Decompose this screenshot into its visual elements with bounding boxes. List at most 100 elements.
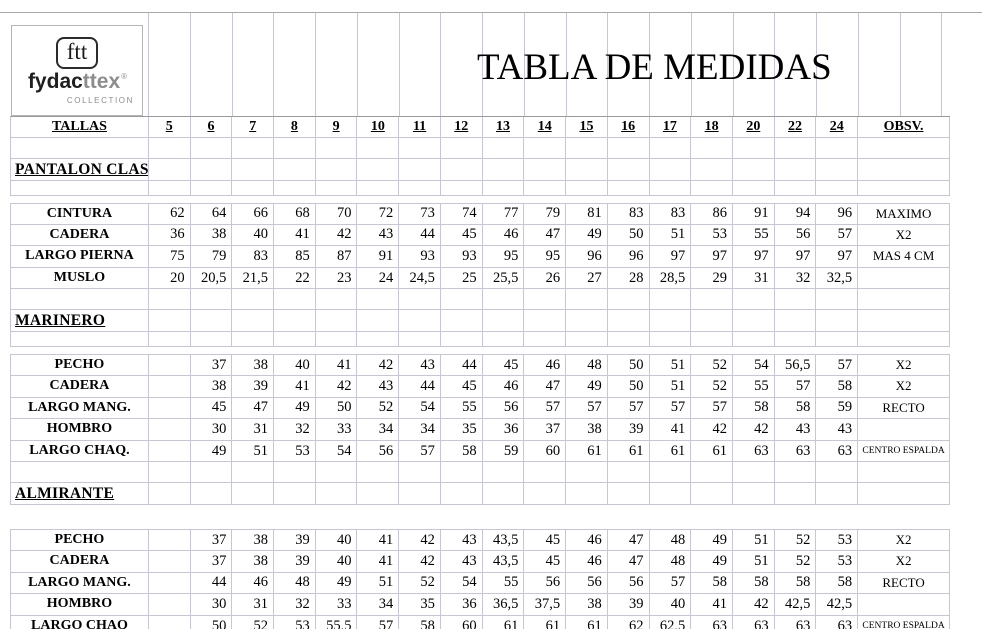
- value-cell[interactable]: 83: [232, 246, 275, 267]
- value-cell[interactable]: 97: [691, 246, 733, 267]
- empty-cell[interactable]: [399, 462, 441, 483]
- column-header-size-5[interactable]: 5: [149, 117, 191, 137]
- value-cell[interactable]: 55,5: [316, 615, 358, 629]
- value-cell[interactable]: 46: [524, 355, 567, 375]
- value-cell[interactable]: 61: [608, 440, 650, 462]
- value-cell[interactable]: 53: [274, 440, 316, 462]
- obsv-cell[interactable]: [858, 594, 951, 615]
- empty-cell[interactable]: [232, 483, 275, 505]
- empty-cell[interactable]: [232, 181, 275, 195]
- value-cell[interactable]: 61: [566, 615, 608, 629]
- value-cell[interactable]: 60: [524, 440, 567, 462]
- value-cell[interactable]: 20,5: [191, 267, 233, 289]
- empty-cell[interactable]: [357, 483, 400, 505]
- empty-cell[interactable]: [775, 332, 817, 347]
- empty-cell[interactable]: [650, 462, 692, 483]
- empty-cell[interactable]: [566, 289, 608, 310]
- empty-cell[interactable]: [816, 462, 859, 483]
- row-label[interactable]: CINTURA: [11, 204, 149, 224]
- empty-cell[interactable]: [733, 138, 775, 158]
- value-cell[interactable]: 83: [608, 204, 650, 224]
- value-cell[interactable]: 36: [441, 594, 483, 615]
- row-label[interactable]: HOMBRO: [11, 419, 149, 440]
- empty-cell[interactable]: [441, 138, 483, 158]
- empty-cell[interactable]: [733, 332, 775, 347]
- value-cell[interactable]: 58: [816, 572, 859, 594]
- empty-label-cell[interactable]: [11, 332, 149, 347]
- obsv-cell[interactable]: MAS 4 CM: [858, 246, 951, 267]
- value-cell[interactable]: 51: [733, 530, 775, 550]
- column-header-size-16[interactable]: 16: [608, 117, 650, 137]
- value-cell[interactable]: 39: [274, 530, 316, 550]
- value-cell[interactable]: [149, 440, 191, 462]
- empty-obsv-cell[interactable]: [858, 310, 951, 332]
- empty-cell[interactable]: [191, 483, 233, 505]
- empty-cell[interactable]: [483, 310, 525, 332]
- empty-cell[interactable]: [399, 289, 441, 310]
- value-cell[interactable]: 29: [691, 267, 733, 289]
- empty-cell[interactable]: [274, 310, 316, 332]
- value-cell[interactable]: 41: [650, 419, 692, 440]
- value-cell[interactable]: 37: [191, 530, 233, 550]
- value-cell[interactable]: 42: [357, 355, 400, 375]
- empty-cell[interactable]: [650, 310, 692, 332]
- empty-cell[interactable]: [691, 332, 733, 347]
- value-cell[interactable]: 61: [691, 440, 733, 462]
- empty-cell[interactable]: [733, 310, 775, 332]
- empty-cell[interactable]: [608, 462, 650, 483]
- value-cell[interactable]: 42,5: [816, 594, 859, 615]
- empty-cell[interactable]: [691, 159, 733, 180]
- value-cell[interactable]: 40: [316, 550, 358, 572]
- empty-cell[interactable]: [357, 289, 400, 310]
- empty-cell[interactable]: [608, 483, 650, 505]
- value-cell[interactable]: 59: [816, 397, 859, 419]
- empty-cell[interactable]: [691, 483, 733, 505]
- value-cell[interactable]: 46: [232, 572, 275, 594]
- value-cell[interactable]: 48: [650, 550, 692, 572]
- value-cell[interactable]: 87: [316, 246, 358, 267]
- column-header-size-22[interactable]: 22: [775, 117, 817, 137]
- value-cell[interactable]: [149, 355, 191, 375]
- section-title-almirante[interactable]: ALMIRANTE: [11, 483, 149, 505]
- value-cell[interactable]: 50: [608, 224, 650, 246]
- value-cell[interactable]: 62,5: [650, 615, 692, 629]
- value-cell[interactable]: 97: [650, 246, 692, 267]
- empty-cell[interactable]: [483, 462, 525, 483]
- empty-cell[interactable]: [232, 289, 275, 310]
- empty-cell[interactable]: [357, 159, 400, 180]
- value-cell[interactable]: 85: [274, 246, 316, 267]
- empty-cell[interactable]: [232, 332, 275, 347]
- value-cell[interactable]: 39: [608, 419, 650, 440]
- value-cell[interactable]: 45: [191, 397, 233, 419]
- column-header-size-13[interactable]: 13: [483, 117, 525, 137]
- value-cell[interactable]: 39: [232, 375, 275, 397]
- empty-cell[interactable]: [608, 332, 650, 347]
- value-cell[interactable]: 50: [608, 375, 650, 397]
- empty-cell[interactable]: [775, 138, 817, 158]
- empty-cell[interactable]: [274, 483, 316, 505]
- empty-cell[interactable]: [316, 483, 358, 505]
- value-cell[interactable]: 31: [733, 267, 775, 289]
- empty-cell[interactable]: [149, 181, 191, 195]
- empty-cell[interactable]: [733, 181, 775, 195]
- value-cell[interactable]: 30: [191, 419, 233, 440]
- value-cell[interactable]: 43,5: [483, 530, 525, 550]
- value-cell[interactable]: 42,5: [775, 594, 817, 615]
- value-cell[interactable]: 52: [232, 615, 275, 629]
- obsv-cell[interactable]: CENTRO ESPALDA: [858, 440, 951, 462]
- value-cell[interactable]: 58: [775, 397, 817, 419]
- value-cell[interactable]: 44: [191, 572, 233, 594]
- value-cell[interactable]: 47: [524, 224, 567, 246]
- empty-cell[interactable]: [566, 332, 608, 347]
- value-cell[interactable]: 66: [232, 204, 275, 224]
- row-label[interactable]: CADERA: [11, 224, 149, 246]
- obsv-cell[interactable]: CENTRO ESPALDA: [858, 615, 951, 629]
- value-cell[interactable]: 46: [566, 550, 608, 572]
- column-header-size-12[interactable]: 12: [441, 117, 483, 137]
- value-cell[interactable]: 22: [274, 267, 316, 289]
- empty-obsv-cell[interactable]: [858, 462, 951, 483]
- empty-obsv-cell[interactable]: [858, 181, 951, 195]
- empty-cell[interactable]: [650, 159, 692, 180]
- value-cell[interactable]: 55: [441, 397, 483, 419]
- value-cell[interactable]: [149, 419, 191, 440]
